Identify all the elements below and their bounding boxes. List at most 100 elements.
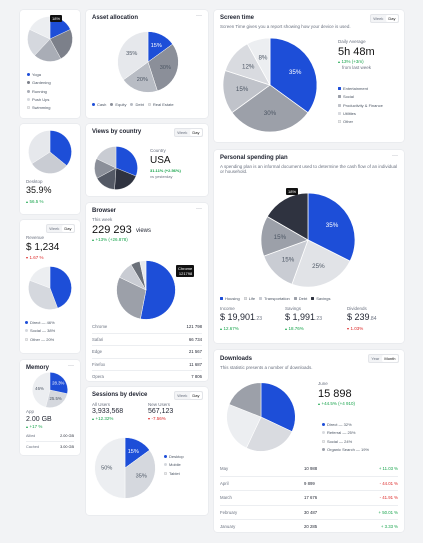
legend-swatch bbox=[164, 471, 167, 475]
legend-item: Cash bbox=[92, 102, 106, 107]
menu[interactable]: ··· bbox=[392, 153, 398, 159]
pie: 15% 30% 20% 35% bbox=[117, 31, 179, 93]
menu[interactable]: ··· bbox=[68, 363, 74, 369]
unit: views bbox=[136, 228, 152, 234]
tabs: Week Day bbox=[369, 14, 399, 23]
pie-slice bbox=[49, 266, 72, 309]
label: Desktop bbox=[26, 179, 43, 184]
cell-name: Safari bbox=[92, 336, 104, 342]
change: -7.56% bbox=[148, 416, 166, 422]
pie-slice bbox=[94, 437, 126, 499]
slice-label: 15% bbox=[274, 234, 287, 241]
pie-slice bbox=[49, 29, 73, 60]
value: $ 19,901.23 bbox=[220, 312, 262, 323]
legend-label: Tablet bbox=[169, 470, 180, 476]
slice-label: 46% bbox=[35, 386, 44, 391]
legend-item: Social bbox=[338, 94, 383, 99]
legend-swatch bbox=[322, 439, 325, 443]
table-row: Safari 66 734 bbox=[92, 332, 202, 346]
legend-item: Gardening bbox=[27, 80, 51, 85]
tab[interactable]: Week bbox=[177, 393, 188, 398]
change: 13% (+3m) bbox=[338, 59, 364, 65]
legend-item: Running bbox=[27, 89, 51, 94]
pie bbox=[226, 382, 296, 452]
tab[interactable]: Day bbox=[385, 15, 398, 22]
pie bbox=[28, 266, 72, 310]
value: $ 1,991.23 bbox=[285, 312, 322, 323]
pie-slice bbox=[139, 260, 147, 291]
legend-label: Organic Search — 19% bbox=[327, 446, 370, 452]
pie-slice bbox=[147, 43, 179, 92]
tab[interactable]: Day bbox=[61, 225, 74, 232]
spending-card: Personal spending plan ··· A spending pl… bbox=[214, 150, 404, 343]
value: 3,933,568 bbox=[92, 408, 124, 415]
pie-slice bbox=[45, 389, 68, 408]
legend-label: Entertainment bbox=[343, 86, 368, 91]
tab[interactable]: Day bbox=[189, 392, 202, 399]
pie-slice bbox=[117, 31, 149, 81]
change: 1.67 % bbox=[26, 255, 44, 261]
legend-item: Tablet bbox=[164, 471, 184, 476]
legend-label: Yoga bbox=[32, 72, 41, 77]
pie-slice bbox=[116, 276, 147, 320]
legend-swatch bbox=[147, 103, 151, 106]
cell-value: 9 899 bbox=[304, 480, 315, 486]
legend-label: Other bbox=[343, 119, 354, 125]
legend-label: Utilities bbox=[343, 110, 356, 116]
tab[interactable]: Week bbox=[373, 16, 384, 21]
tab[interactable]: Day bbox=[189, 129, 202, 136]
legend-item: Utilities bbox=[338, 111, 383, 116]
pie-slice bbox=[307, 192, 356, 262]
legend-item: Direct — 46% bbox=[25, 320, 55, 325]
slice-label: 35% bbox=[126, 51, 137, 57]
value: 15 898 bbox=[318, 388, 352, 400]
table: Chrome 121 798 Safari 66 734 Edge 21 567 Firef… bbox=[92, 321, 202, 383]
cell-change: + 11.03 % bbox=[378, 466, 398, 472]
label: Revenue bbox=[26, 235, 45, 240]
slice-label: 8% bbox=[258, 54, 267, 61]
legend-item: Productivity & Finance bbox=[338, 103, 383, 108]
legend-item: Debt bbox=[130, 102, 144, 107]
slice-label: 35% bbox=[136, 474, 147, 480]
pie-slice bbox=[32, 372, 51, 408]
tab[interactable]: Month bbox=[381, 355, 398, 362]
pie-slice bbox=[29, 266, 51, 289]
pie-slice bbox=[115, 146, 138, 177]
slice-label: 15% bbox=[236, 86, 249, 93]
menu[interactable]: ··· bbox=[196, 13, 202, 19]
amount: $ 1,991 bbox=[285, 312, 316, 322]
cell-name: Chrome bbox=[92, 324, 108, 330]
legend-item: Mobile bbox=[164, 462, 184, 467]
legend-item: Push Ups bbox=[27, 97, 51, 102]
table-row: May 10 988 + 11.03 % bbox=[220, 462, 398, 476]
legend-label: Gardening bbox=[32, 80, 51, 86]
slice-label: 28.3% bbox=[52, 380, 64, 385]
legend-item: Real Estate bbox=[147, 102, 174, 107]
tab[interactable]: Week bbox=[49, 226, 60, 231]
slice-label: 50% bbox=[101, 465, 112, 471]
legend-swatch bbox=[164, 455, 167, 458]
legend-item: Swimming bbox=[27, 105, 51, 110]
menu[interactable]: ··· bbox=[196, 206, 202, 212]
label: New Users bbox=[148, 402, 171, 407]
change: +17 % bbox=[26, 424, 43, 430]
legend-label: Productivity & Finance bbox=[343, 102, 383, 108]
title: Screen time bbox=[220, 15, 255, 21]
legend: Direct — 46% Social — 38% Other — 20% bbox=[25, 320, 55, 345]
value: 35.9% bbox=[26, 185, 52, 195]
legend-swatch bbox=[27, 89, 30, 93]
legend-swatch bbox=[293, 297, 297, 300]
legend-label: Savings bbox=[316, 296, 331, 301]
tab[interactable]: Year bbox=[371, 356, 380, 361]
label: Daily Average bbox=[338, 39, 366, 44]
legend-swatch bbox=[220, 297, 223, 300]
pie-slice bbox=[269, 37, 318, 114]
cents: .23 bbox=[315, 316, 322, 322]
value: 567,123 bbox=[148, 408, 174, 415]
asset-card: Asset allocation ··· 15% 30% 20% 35% Cash Eq… bbox=[86, 10, 208, 118]
tab[interactable]: Week bbox=[177, 130, 188, 135]
label: Country bbox=[150, 148, 166, 153]
legend-item: Other bbox=[338, 119, 383, 124]
pie-slice bbox=[31, 151, 67, 174]
change: 18.76% bbox=[285, 326, 304, 332]
